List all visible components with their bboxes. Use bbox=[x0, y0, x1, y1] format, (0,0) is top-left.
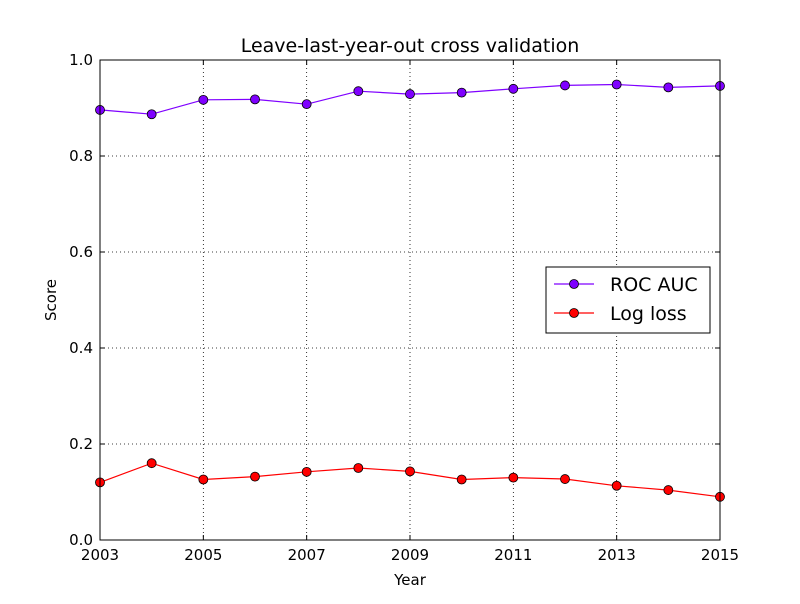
x-tick-label: 2015 bbox=[701, 546, 739, 564]
x-tick-label: 2007 bbox=[288, 546, 326, 564]
y-tick-label: 0.4 bbox=[69, 339, 93, 357]
y-tick-label: 0.6 bbox=[69, 243, 93, 261]
series-layer bbox=[95, 79, 725, 502]
y-axis-label: Score bbox=[42, 279, 60, 321]
x-axis-label: Year bbox=[393, 571, 427, 589]
legend-box bbox=[545, 266, 711, 334]
x-tick-label: 2013 bbox=[598, 546, 636, 564]
y-tick-label: 0.8 bbox=[69, 147, 93, 165]
legend: ROC AUC Log loss bbox=[545, 266, 711, 334]
data-point-log-loss bbox=[301, 466, 312, 477]
data-point-log-loss bbox=[456, 474, 467, 485]
legend-label-log-loss: Log loss bbox=[610, 303, 687, 325]
data-point-log-loss bbox=[405, 466, 415, 477]
data-point-log-loss bbox=[508, 472, 519, 483]
data-point-roc-auc bbox=[456, 87, 467, 98]
legend-label-roc-auc: ROC AUC bbox=[610, 274, 698, 296]
x-tick-label: 2009 bbox=[391, 546, 429, 564]
data-point-log-loss bbox=[146, 458, 157, 469]
x-tick-label: 2003 bbox=[81, 546, 119, 564]
data-point-log-loss bbox=[250, 471, 260, 482]
data-point-roc-auc bbox=[508, 83, 519, 94]
data-point-roc-auc bbox=[301, 99, 312, 110]
legend-marker-log-loss bbox=[569, 308, 579, 318]
data-point-roc-auc bbox=[250, 94, 260, 105]
data-point-log-loss bbox=[353, 463, 364, 473]
legend-marker-roc-auc bbox=[569, 279, 579, 289]
data-point-log-loss bbox=[198, 474, 209, 485]
data-point-roc-auc bbox=[611, 79, 622, 90]
y-tick-label: 1.0 bbox=[69, 51, 93, 69]
data-point-log-loss bbox=[560, 474, 570, 484]
y-tick-label: 0.2 bbox=[69, 435, 93, 453]
data-point-roc-auc bbox=[146, 109, 157, 120]
grid-lines bbox=[100, 60, 720, 540]
data-point-log-loss bbox=[663, 485, 674, 495]
data-point-roc-auc bbox=[353, 86, 364, 97]
data-point-roc-auc bbox=[198, 94, 209, 105]
chart-title: Leave-last-year-out cross validation bbox=[241, 35, 580, 57]
data-point-roc-auc bbox=[663, 82, 674, 93]
data-point-roc-auc bbox=[405, 89, 415, 99]
x-tick-label: 2005 bbox=[184, 546, 222, 564]
y-tick-label: 0.0 bbox=[69, 531, 93, 549]
axis-ticks: 2003 2005 2007 2009 2011 2013 2015 0.0 0.2 0.4 0.6… bbox=[69, 51, 739, 564]
data-point-log-loss bbox=[611, 480, 622, 491]
data-point-roc-auc bbox=[560, 80, 570, 91]
x-tick-label: 2011 bbox=[494, 546, 532, 564]
